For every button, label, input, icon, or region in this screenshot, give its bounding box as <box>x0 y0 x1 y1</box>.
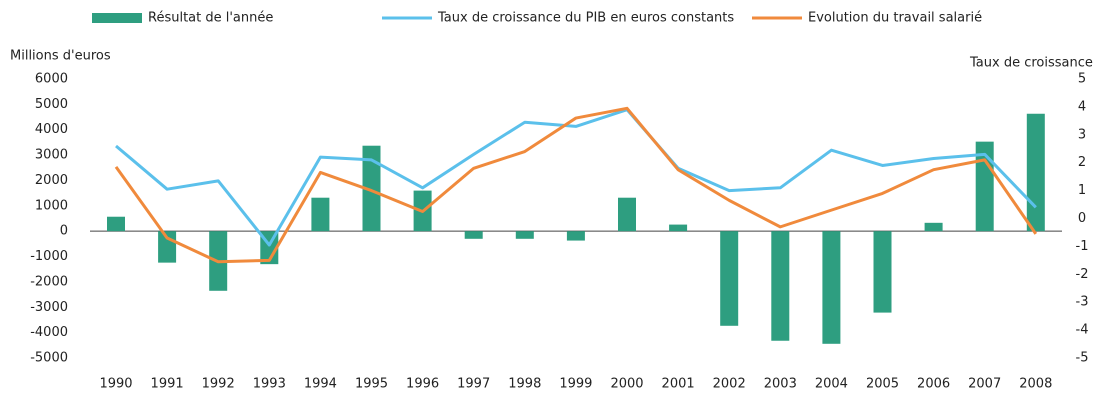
x-tick-label: 2001 <box>662 377 695 392</box>
y-tick-label: -1000 <box>30 249 68 264</box>
y2-tick-label: 3 <box>1078 127 1086 142</box>
x-tick-label: 1998 <box>508 377 541 392</box>
bar <box>515 231 534 239</box>
y2-tick-label: 2 <box>1078 155 1086 170</box>
x-tick-label: 1992 <box>202 377 235 392</box>
x-tick-label: 2003 <box>764 377 797 392</box>
bar <box>311 197 330 232</box>
legend-label: Résultat de l'année <box>148 11 273 26</box>
bar <box>107 216 125 232</box>
bar <box>924 222 943 232</box>
bar <box>873 231 892 313</box>
bar <box>566 231 585 241</box>
line <box>115 108 1037 247</box>
y-tick-label: 0 <box>60 224 68 239</box>
bar <box>1026 113 1045 232</box>
x-tick-label: 1995 <box>355 377 388 392</box>
y-tick-label: 4000 <box>35 122 68 137</box>
y2-tick-label: 4 <box>1078 99 1086 114</box>
y-tick-label: 6000 <box>35 72 68 87</box>
bar <box>618 197 636 232</box>
x-tick-label: 2006 <box>917 377 950 392</box>
y2-tick-label: -3 <box>1076 295 1089 310</box>
y-tick-label: 3000 <box>35 148 68 163</box>
x-tick-label: 2000 <box>610 377 643 392</box>
x-tick-label: 1991 <box>151 377 184 392</box>
bar <box>362 145 381 232</box>
x-tick-label: 1997 <box>457 377 490 392</box>
x-tick-label: 1993 <box>253 377 286 392</box>
x-tick-label: 1999 <box>559 377 592 392</box>
y2-tick-label: 5 <box>1078 72 1086 87</box>
legend-label: Taux de croissance du PIB en euros const… <box>437 11 734 26</box>
bar <box>771 231 790 341</box>
y2-tick-label: -4 <box>1076 323 1089 338</box>
bar <box>720 231 739 326</box>
bar <box>669 224 688 232</box>
y-tick-label: -2000 <box>30 274 68 289</box>
y2-tick-label: 0 <box>1078 211 1086 226</box>
legend-swatch <box>92 13 142 23</box>
x-tick-label: 2008 <box>1019 377 1052 392</box>
y-tick-label: 1000 <box>35 198 68 213</box>
x-tick-label: 2007 <box>968 377 1001 392</box>
y2-tick-label: -2 <box>1076 267 1089 282</box>
bar <box>822 231 841 344</box>
y-tick-label: -4000 <box>30 325 68 340</box>
y-tick-label: 2000 <box>35 173 68 188</box>
x-tick-label: 1996 <box>406 377 439 392</box>
x-tick-label: 2005 <box>866 377 899 392</box>
x-tick-label: 1990 <box>99 377 132 392</box>
legend-label: Evolution du travail salarié <box>808 11 982 26</box>
y2-tick-label: -5 <box>1076 351 1089 366</box>
y-tick-label: -3000 <box>30 300 68 315</box>
x-tick-label: 1994 <box>304 377 337 392</box>
y2-tick-label: -1 <box>1076 239 1089 254</box>
bar <box>464 231 483 239</box>
x-tick-label: 2002 <box>713 377 746 392</box>
y-tick-label: 5000 <box>35 97 68 112</box>
y-axis-title: Millions d'euros <box>10 49 111 64</box>
y2-axis-title: Taux de croissance <box>969 56 1093 71</box>
y2-tick-label: 1 <box>1078 183 1086 198</box>
line <box>114 106 1038 264</box>
x-tick-label: 2004 <box>815 377 848 392</box>
y-tick-label: -5000 <box>30 351 68 366</box>
